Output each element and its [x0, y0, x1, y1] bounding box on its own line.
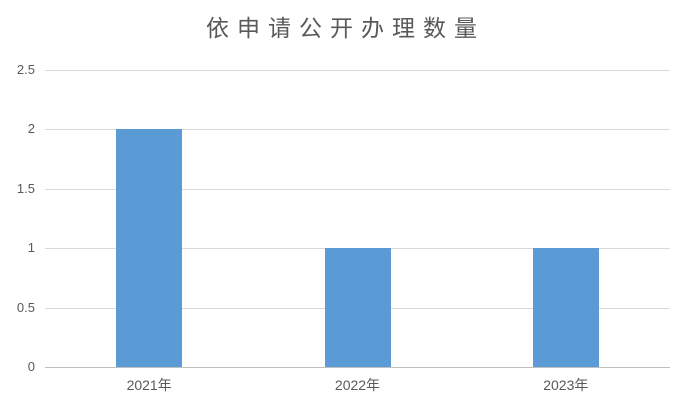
y-tick-label: 0 — [27, 359, 35, 374]
gridline — [45, 70, 670, 71]
y-tick-label: 0.5 — [16, 299, 35, 315]
bar-2023年 — [532, 248, 599, 367]
bar-2021年 — [116, 129, 183, 367]
x-tick-label: 2023年 — [543, 377, 589, 393]
gridline — [45, 188, 670, 190]
y-tick-label: 1.5 — [16, 180, 35, 196]
y-tick-label: 2 — [27, 121, 35, 137]
gridline — [45, 129, 670, 131]
x-tick-label: 2022年 — [334, 377, 381, 393]
y-tick-label: 1 — [27, 240, 35, 256]
chart-title: 依申请公开办理数量 — [206, 16, 485, 41]
x-tick-label: 2021年 — [126, 377, 172, 393]
y-tick-label: 2.5 — [16, 62, 35, 77]
x-axis-line — [45, 367, 670, 368]
bar-2022年 — [324, 248, 391, 367]
plot-area — [45, 70, 670, 367]
